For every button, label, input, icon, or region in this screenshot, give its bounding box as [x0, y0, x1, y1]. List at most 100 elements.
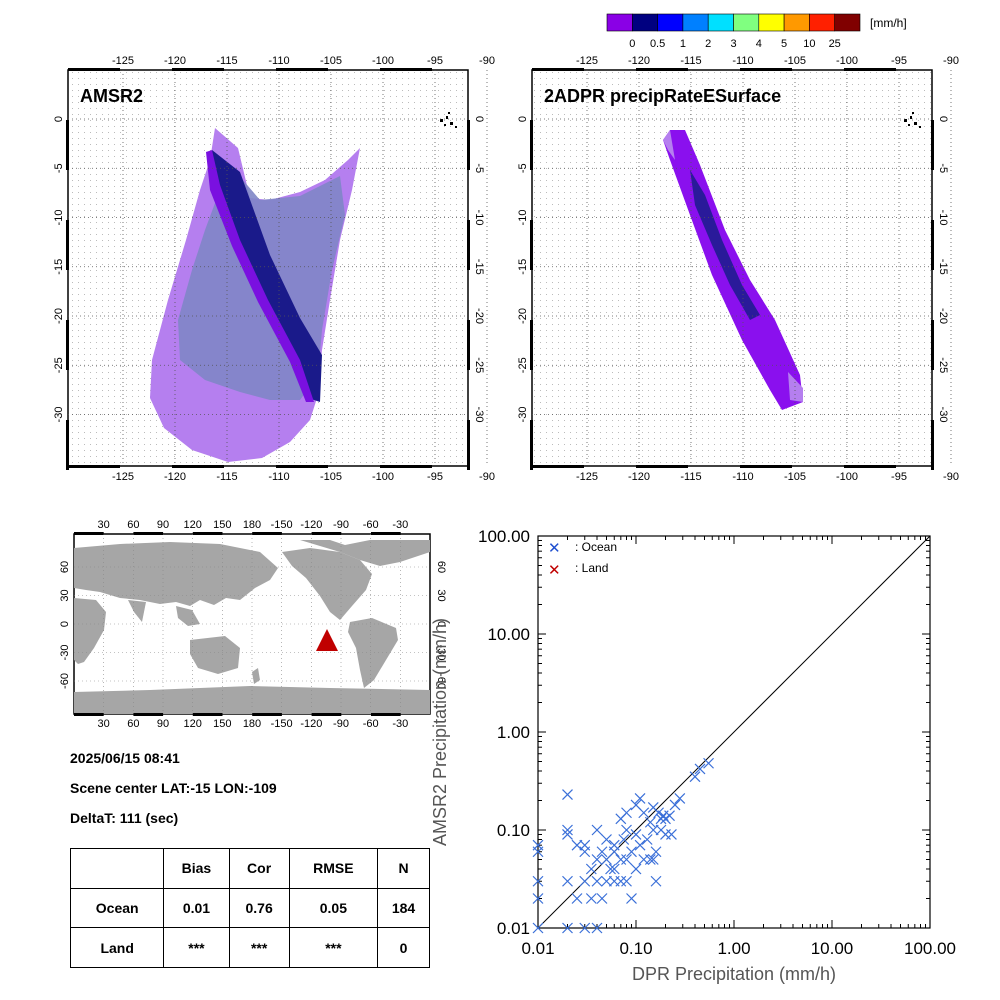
y-tick-label: 0.10 — [497, 821, 530, 840]
world-lon-tick-top: -90 — [333, 519, 349, 531]
map-border-segment — [68, 68, 120, 71]
scatter-point — [634, 839, 646, 851]
scatter-point — [703, 757, 714, 769]
colorbar-swatch — [834, 13, 861, 32]
colorbar: 0 0.5 1 2 3 4 5 10 25 — [606, 13, 861, 50]
y-axis-label: AMSR2 Precipitation (mm/h) — [430, 618, 450, 846]
lon-tick-label-bottom: -105 — [320, 471, 342, 483]
lon-tick-label-bottom: -120 — [628, 471, 650, 483]
lat-tick-label-right: -20 — [473, 308, 485, 324]
map-border-segment — [530, 420, 533, 470]
lat-tick-label-left: 0 — [53, 116, 65, 122]
scatter-point — [618, 834, 630, 845]
scatter-point — [647, 824, 659, 836]
lon-tick-label-top: -95 — [427, 55, 443, 67]
world-lon-tick-bottom: 30 — [98, 718, 110, 730]
world-lon-tick-bottom: -60 — [363, 718, 379, 730]
map-left-ticks: -125 -125 -120 -120 -115 -115 -110 -110 -105 -105… — [53, 55, 495, 483]
scatter-point — [596, 846, 608, 858]
scatter-plot: 0.010.01 0.10 0.10 1.00 1.00 10.00 10.00 100.00… — [430, 527, 956, 984]
row-label-land: Land — [69, 927, 165, 968]
lon-tick-label-bottom: -115 — [680, 471, 701, 483]
map-border-segment — [66, 120, 69, 170]
world-lon-tick-top: -150 — [271, 519, 293, 531]
lat-tick-label-right: -15 — [937, 259, 949, 275]
scatter-point — [694, 763, 706, 775]
scatter-point — [562, 922, 573, 934]
scatter-point — [647, 854, 659, 865]
lat-tick-label-left: 0 — [517, 116, 529, 122]
lat-tick-label-left: -5 — [53, 163, 65, 173]
scatter-point — [666, 829, 677, 840]
lat-tick-label-right: -20 — [937, 308, 949, 324]
map-border-segment — [68, 465, 120, 468]
map-border-segment — [252, 713, 282, 716]
colorbar-swatch — [733, 13, 760, 32]
colorbar-label: 0.5 — [650, 38, 665, 50]
lon-tick-label-top: -125 — [112, 55, 134, 67]
north-america — [282, 548, 372, 620]
lon-tick-label-bottom: -90 — [943, 471, 959, 483]
colorbar-label: 3 — [730, 38, 736, 50]
scene-center: Scene center LAT:-15 LON:-109 — [70, 780, 277, 796]
world-lat-tick-right: 60 — [435, 561, 447, 573]
lat-tick-label-left: -10 — [517, 210, 529, 226]
india — [128, 600, 146, 622]
lon-tick-label-bottom: -110 — [732, 471, 753, 483]
colorbar-swatch — [631, 13, 658, 32]
world-lon-tick-top: -30 — [392, 519, 408, 531]
lat-tick-label-left: -30 — [517, 407, 529, 423]
lat-tick-label-left: -15 — [517, 259, 529, 275]
map-border-segment — [931, 420, 934, 470]
greenland-arctic — [300, 540, 430, 566]
map-border-segment — [532, 465, 584, 468]
map-border-segment — [276, 68, 328, 71]
lat-tick-label-left: -20 — [517, 308, 529, 324]
scatter-point — [532, 922, 544, 934]
lat-tick-label-right: -5 — [937, 163, 949, 173]
world-map: 30 30 60 60 90 90 120 120 150 150 180 180 -150 -150 -1… — [59, 519, 447, 730]
world-lon-tick-bottom: 120 — [183, 718, 201, 730]
lon-tick-label-top: -120 — [628, 55, 650, 67]
world-ticks: 30 30 60 60 90 90 120 120 150 150 180 180 -150 -150 -1… — [59, 519, 447, 730]
colorbar-unit: [mm/h] — [870, 16, 907, 30]
colorbar-swatch — [758, 13, 785, 32]
lat-tick-label-right: 0 — [937, 116, 949, 122]
colorbar-label: 5 — [781, 38, 787, 50]
map-border-segment — [133, 532, 164, 535]
world-lon-tick-bottom: -90 — [333, 718, 349, 730]
lon-tick-label-bottom: -125 — [576, 471, 598, 483]
colorbar-swatch — [707, 13, 734, 32]
scatter-point — [630, 863, 642, 875]
world-lon-tick-top: 90 — [157, 519, 169, 531]
scatter-point — [621, 875, 632, 887]
world-lat-tick-left: 0 — [59, 621, 71, 627]
scatter-point — [621, 854, 632, 865]
cell: 0.05 — [288, 887, 379, 929]
scatter-point — [532, 893, 544, 904]
colorbar-label: 0 — [629, 38, 635, 50]
colorbar-label: 25 — [829, 38, 841, 50]
legend-land-label: : Land — [575, 561, 608, 575]
lon-tick-label-top: -125 — [576, 55, 598, 67]
lon-tick-label-top: -105 — [784, 55, 806, 67]
map-border-segment — [467, 320, 470, 370]
scatter-point — [605, 863, 616, 875]
world-lat-tick-right: -60 — [435, 673, 447, 689]
x-tick-label: 100.00 — [904, 939, 956, 958]
lat-tick-label-right: -25 — [473, 357, 485, 373]
scatter-point — [650, 875, 662, 887]
header-cor: Cor — [228, 848, 290, 889]
world-lat-tick-left: -30 — [59, 645, 71, 661]
scatter-point — [634, 792, 646, 804]
map-border-segment — [467, 220, 470, 270]
scatter-point — [615, 854, 627, 865]
map-border-segment — [172, 68, 224, 71]
map-border-segment — [192, 532, 223, 535]
cell: 0.76 — [228, 887, 290, 929]
southeast-asia — [176, 606, 200, 626]
scatter-point — [571, 893, 583, 904]
lon-tick-label-bottom: -95 — [427, 471, 443, 483]
scatter-point — [626, 846, 637, 858]
scatter-point — [689, 771, 701, 783]
